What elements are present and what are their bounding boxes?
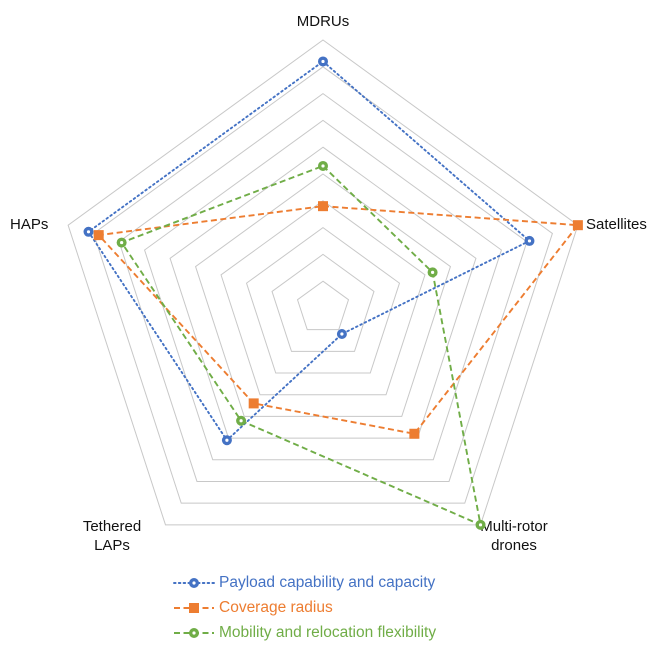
point-payload-capability-and-capacity-tethered-laps	[221, 435, 232, 446]
legend-label-coverage-radius: Coverage radius	[219, 598, 333, 616]
legend-swatch-payload-capability-and-capacity	[173, 577, 215, 588]
grid-ring	[296, 280, 350, 331]
point-payload-capability-and-capacity-satellites	[524, 235, 535, 246]
point-coverage-radius-mdrus	[318, 201, 328, 212]
series-line-coverage-radius	[96, 205, 580, 435]
legend-label-mobility-and-relocation-flexibility: Mobility and relocation flexibility	[219, 623, 437, 641]
point-coverage-radius-satellites	[572, 220, 583, 231]
point-mobility-and-relocation-flexibility-tethered-laps	[236, 415, 247, 426]
point-mobility-and-relocation-flexibility-haps	[116, 237, 127, 248]
point-mobility-and-relocation-flexibility-multi-rotor-drones	[475, 519, 486, 530]
axis-labels: MDRUs Satellites Multi-rotor drones Tethered…	[10, 13, 647, 554]
series-mobility-and-relocation-flexibility	[116, 160, 486, 530]
grid-ring	[271, 253, 375, 352]
series-line-payload-capability-and-capacity	[87, 60, 532, 442]
point-coverage-radius-haps	[93, 230, 104, 241]
axis-label-satellites: Satellites	[586, 216, 647, 233]
series-payload-capability-and-capacity	[83, 56, 535, 446]
grid-ring	[67, 39, 579, 526]
radar-grid	[67, 39, 579, 526]
radar-chart: MDRUs Satellites Multi-rotor drones Tethered…	[10, 13, 647, 554]
point-payload-capability-and-capacity-mdrus	[318, 56, 328, 67]
axis-label-mdrus: MDRUs	[297, 13, 350, 30]
point-mobility-and-relocation-flexibility-mdrus	[318, 160, 328, 171]
grid-ring	[118, 92, 528, 482]
point-coverage-radius-tethered-laps	[248, 398, 259, 409]
axis-label-haps: HAPs	[10, 216, 48, 233]
axis-label-multi-rotor-drones: Multi-rotor drones	[480, 518, 548, 554]
legend-label-payload-capability-and-capacity: Payload capability and capacity	[219, 573, 436, 591]
legend: Payload capability and capacity Coverage …	[172, 570, 512, 645]
point-coverage-radius-multi-rotor-drones	[409, 428, 420, 439]
legend-item-payload-capability-and-capacity: Payload capability and capacity	[172, 570, 512, 595]
legend-swatch-coverage-radius	[174, 602, 214, 613]
point-mobility-and-relocation-flexibility-satellites	[427, 267, 438, 278]
grid-ring	[93, 66, 553, 504]
legend-swatch-mobility-and-relocation-flexibility	[174, 627, 214, 638]
legend-item-mobility-and-relocation-flexibility: Mobility and relocation flexibility	[172, 620, 512, 645]
axis-label-tethered-laps: Tethered LAPs	[83, 518, 141, 554]
grid-ring	[245, 226, 401, 374]
point-payload-capability-and-capacity-haps	[83, 226, 94, 237]
series-line-mobility-and-relocation-flexibility	[120, 164, 482, 527]
grid-ring	[220, 200, 426, 396]
grid-ring	[169, 146, 477, 439]
point-payload-capability-and-capacity-multi-rotor-drones	[336, 329, 347, 340]
grid-ring	[143, 119, 503, 461]
legend-item-coverage-radius: Coverage radius	[172, 595, 512, 620]
series-coverage-radius	[93, 201, 583, 439]
